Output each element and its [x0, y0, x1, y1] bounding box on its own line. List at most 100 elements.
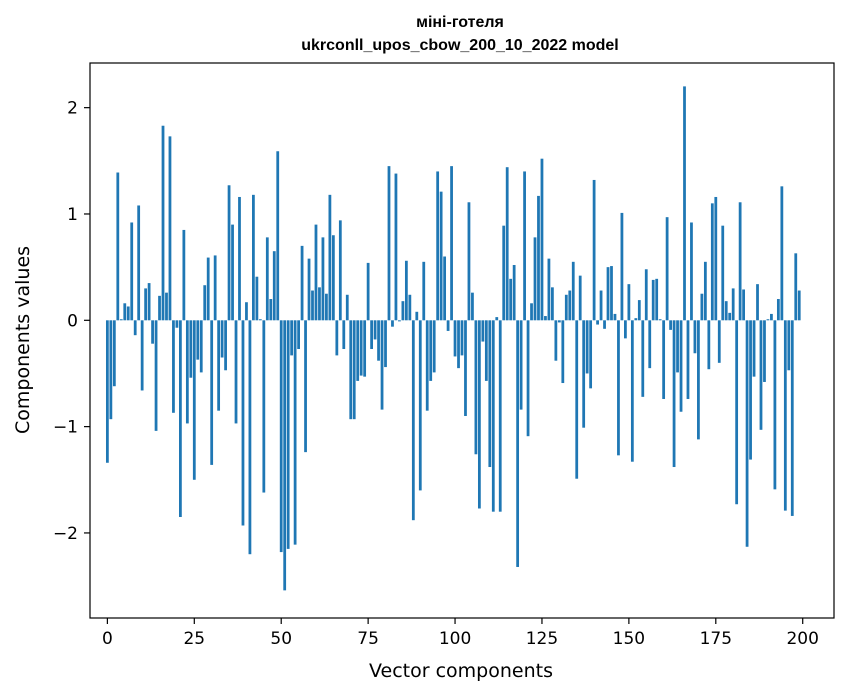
bar: [404, 260, 408, 321]
bar: [408, 294, 412, 321]
bar: [338, 220, 342, 321]
bar: [773, 320, 777, 490]
bar: [745, 320, 749, 547]
bar: [526, 320, 530, 437]
bar: [592, 179, 596, 321]
bar: [658, 319, 662, 321]
bar: [283, 320, 287, 591]
bar: [391, 320, 394, 327]
bar: [206, 257, 210, 321]
bar: [519, 320, 523, 410]
bar: [721, 225, 725, 321]
bar: [540, 158, 544, 321]
bar: [731, 288, 735, 321]
bar: [398, 320, 401, 322]
bar: [227, 185, 231, 321]
bar: [165, 292, 168, 321]
bar: [234, 320, 238, 424]
bar: [749, 320, 752, 460]
x-tick-label: 75: [357, 629, 379, 649]
bar: [557, 320, 561, 323]
bar: [467, 202, 471, 321]
plot-frame: [89, 62, 835, 619]
bar: [683, 86, 686, 321]
y-tick-label: 2: [67, 99, 78, 119]
bar: [269, 299, 273, 321]
bar: [116, 172, 120, 321]
chart-subtitle: ukrconll_upos_cbow_200_10_2022 model: [301, 37, 618, 54]
bar: [738, 202, 742, 321]
bar: [665, 217, 669, 321]
bar: [620, 212, 624, 321]
bar: [641, 320, 645, 397]
x-tick-label: 0: [102, 629, 113, 649]
bar: [262, 320, 266, 493]
x-tick-label: 150: [613, 629, 645, 649]
bar: [606, 267, 610, 321]
bar: [523, 171, 526, 321]
bar: [217, 320, 221, 411]
bar: [325, 293, 328, 321]
bar: [168, 136, 172, 321]
bar: [717, 320, 721, 363]
bar: [422, 261, 426, 321]
bar: [342, 320, 346, 350]
bar: [185, 320, 189, 424]
bar: [286, 320, 290, 549]
bar: [505, 167, 509, 321]
bar: [710, 203, 714, 321]
bar: [537, 195, 540, 321]
bar: [561, 320, 565, 384]
bar: [509, 278, 513, 321]
bar: [585, 320, 589, 374]
bar: [794, 253, 798, 321]
bar: [759, 320, 763, 430]
bar: [210, 320, 214, 465]
bar: [328, 194, 332, 321]
bar: [571, 261, 575, 321]
bar: [189, 320, 193, 378]
bar: [582, 320, 586, 428]
bar: [363, 320, 367, 377]
bar: [384, 320, 387, 368]
bar: [471, 292, 474, 321]
bar: [457, 320, 460, 369]
bar: [321, 237, 325, 321]
bar: [241, 320, 245, 526]
bar: [488, 320, 492, 468]
bar: [199, 320, 203, 373]
bar: [356, 320, 360, 381]
y-axis-ticks: −2 −1 0 1 2: [53, 99, 90, 544]
bar: [245, 302, 248, 321]
bar: [672, 320, 676, 468]
bar: [370, 320, 373, 350]
x-tick-label: 175: [700, 629, 732, 649]
bar: [429, 320, 433, 381]
x-tick-label: 200: [786, 629, 818, 649]
bar: [265, 237, 269, 321]
bar: [387, 166, 391, 321]
bar: [203, 285, 207, 321]
bar: [651, 279, 655, 321]
bar: [411, 320, 415, 521]
bar: [394, 173, 398, 321]
bar: [453, 320, 457, 357]
bar: [418, 320, 422, 491]
bar: [735, 320, 739, 505]
bar: [464, 320, 467, 416]
bar: [238, 196, 241, 321]
bar: [603, 320, 606, 329]
bar: [373, 320, 377, 340]
bar: [637, 300, 641, 321]
bar: [610, 266, 613, 321]
bar: [380, 320, 384, 410]
bar: [172, 320, 175, 413]
bar: [446, 320, 450, 331]
bar: [224, 320, 227, 371]
bar: [279, 320, 283, 553]
bar: [756, 284, 759, 321]
bar: [575, 320, 579, 479]
bar: [436, 171, 440, 321]
bar: [443, 256, 447, 321]
bar: [258, 319, 262, 321]
